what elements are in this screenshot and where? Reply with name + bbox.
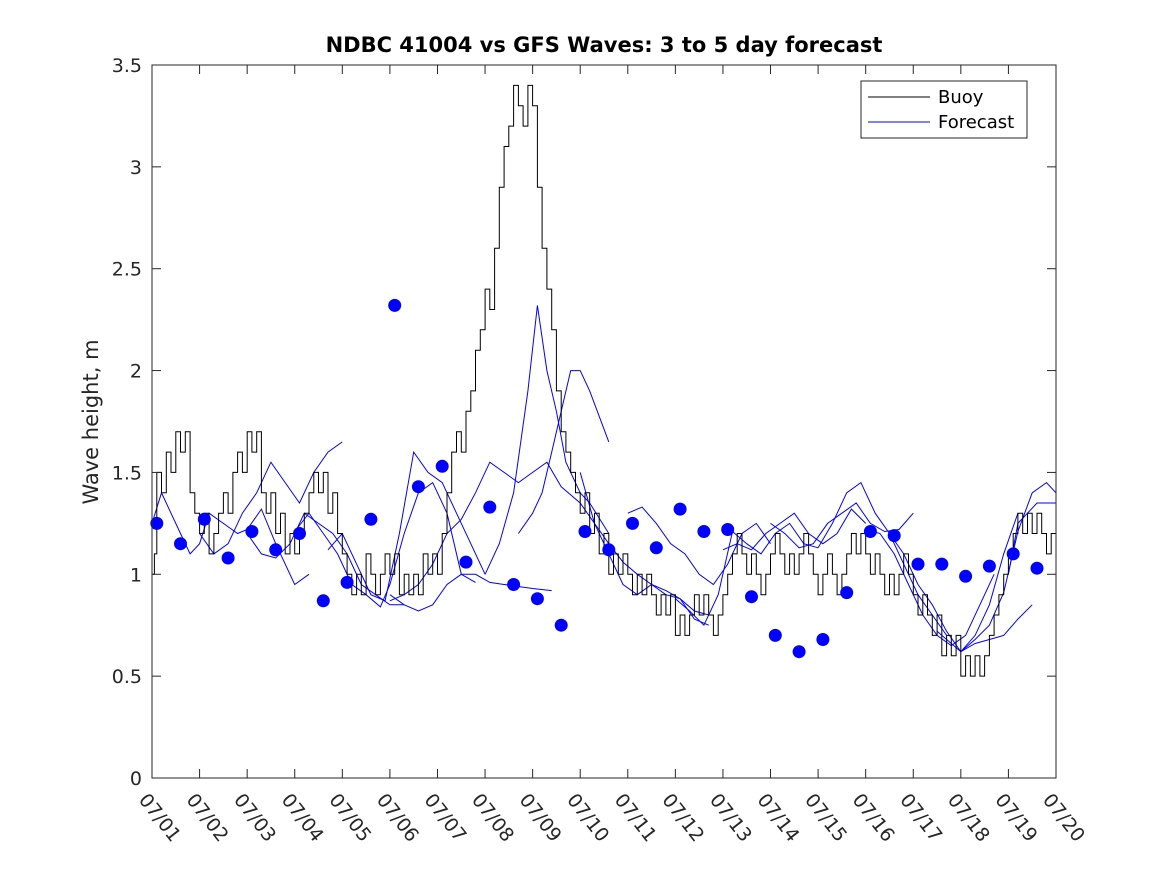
forecast-marker (840, 586, 854, 600)
forecast-marker (316, 594, 330, 608)
forecast-line (936, 604, 1033, 653)
forecast-marker (626, 516, 639, 530)
legend-buoy-label: Buoy (938, 87, 984, 108)
forecast-marker (507, 578, 521, 591)
forecast-marker (768, 628, 782, 642)
forecast-line (327, 450, 486, 602)
chart-title: NDBC 41004 vs GFS Waves: 3 to 5 day fore… (326, 33, 883, 57)
forecast-marker (435, 459, 449, 473)
forecast-marker (911, 557, 925, 571)
forecast-line (889, 513, 1019, 653)
forecast-line (722, 508, 867, 551)
y-tick-label: 0 (130, 768, 142, 790)
x-tick-label: 07/06 (372, 790, 423, 847)
forecast-marker (959, 569, 973, 583)
forecast-marker (340, 575, 354, 589)
legend-forecast-label: Forecast (938, 112, 1014, 133)
legend: Buoy Forecast (860, 80, 1028, 139)
plot-background (152, 65, 1056, 778)
y-tick-label: 1.5 (112, 462, 142, 484)
forecast-marker (721, 523, 735, 536)
forecast-marker (792, 645, 806, 659)
forecast-marker (816, 633, 830, 646)
forecast-marker (745, 590, 758, 604)
forecast-marker (530, 592, 544, 606)
x-tick-label: 07/10 (562, 790, 613, 847)
y-tick-label: 1 (130, 564, 142, 586)
forecast-line (151, 491, 310, 586)
y-tick-label: 3.5 (112, 55, 142, 77)
forecast-marker (150, 516, 164, 530)
forecast-line (294, 481, 476, 608)
forecast-marker (483, 500, 497, 514)
plot-frame (151, 64, 1057, 779)
x-tick-label: 07/11 (610, 790, 661, 847)
forecast-marker (388, 298, 402, 312)
x-tick-label: 07/02 (182, 790, 233, 847)
forecast-marker (697, 525, 711, 538)
y-tick-label: 3 (130, 157, 142, 179)
x-tick-label: 07/03 (229, 790, 280, 847)
y-tick-label: 0.5 (112, 666, 142, 688)
x-tick-label: 07/14 (753, 790, 804, 847)
forecast-marker (578, 525, 592, 538)
x-tick-label: 07/17 (895, 790, 946, 847)
y-tick-label: 2 (130, 361, 142, 383)
forecast-marker (411, 480, 425, 494)
x-tick-label: 07/09 (515, 790, 566, 847)
y-tick-label: 2.5 (112, 259, 142, 281)
y-axis-label: Wave height, m (79, 339, 103, 504)
forecast-marker (554, 618, 568, 632)
forecast-marker (602, 543, 616, 557)
forecast-marker (197, 512, 211, 526)
forecast-line (817, 481, 948, 636)
x-tick-label: 07/05 (324, 790, 375, 847)
x-tick-label: 07/18 (943, 790, 994, 847)
forecast-marker (245, 525, 259, 538)
x-tick-label: 07/07 (420, 790, 471, 847)
forecast-marker (269, 543, 283, 557)
forecast-marker (1030, 561, 1044, 575)
forecast-marker (1006, 547, 1020, 561)
forecast-marker (221, 551, 235, 565)
forecast-line (865, 529, 995, 647)
x-tick-label: 07/08 (467, 790, 518, 847)
forecast-marker (935, 557, 949, 571)
x-tick-label: 07/01 (134, 790, 185, 847)
x-tick-label: 07/20 (1038, 790, 1089, 847)
x-tick-label: 07/12 (657, 790, 708, 847)
marker-layer (150, 298, 1044, 659)
forecast-marker (863, 525, 877, 538)
y-axis: 0 0.5 1 1.5 2 2.5 3 3.5 (112, 55, 1056, 790)
x-tick-label: 07/13 (705, 790, 756, 847)
forecast-marker (459, 555, 473, 569)
forecast-marker (174, 537, 187, 551)
forecast-line (246, 512, 405, 606)
forecast-line (1007, 502, 1056, 575)
forecast-marker (673, 502, 687, 516)
forecast-line (484, 305, 610, 575)
forecast-marker (649, 541, 663, 555)
x-tick-label: 07/04 (277, 790, 328, 847)
forecast-line (389, 573, 552, 612)
x-tick-label: 07/19 (990, 790, 1041, 847)
forecast-line (199, 441, 343, 555)
forecast-marker (364, 512, 378, 526)
forecast-marker (293, 527, 306, 540)
forecast-marker (982, 559, 996, 573)
forecast-line (675, 522, 819, 627)
forecast-line (627, 506, 771, 586)
x-tick-label: 07/16 (848, 790, 899, 847)
x-tick-label: 07/15 (800, 790, 851, 847)
legend-box (860, 80, 1028, 139)
forecast-line (770, 502, 914, 549)
forecast-marker (887, 529, 901, 543)
